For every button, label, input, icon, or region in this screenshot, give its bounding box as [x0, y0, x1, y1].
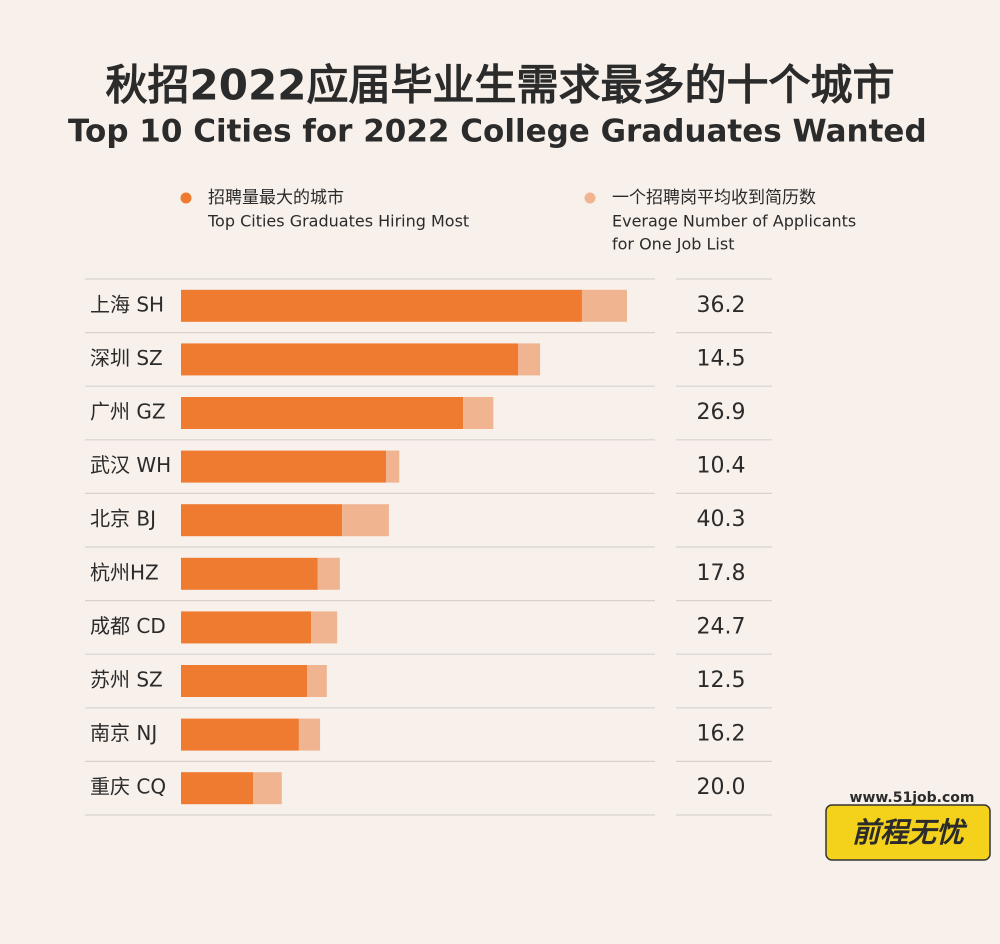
legend-label: 一个招聘岗平均收到简历数 — [612, 188, 816, 208]
y-tick-label: 北京 BJ — [90, 507, 156, 531]
y-tick-label: 苏州 SZ — [90, 668, 163, 692]
bar-segment — [518, 343, 541, 376]
bar-segment — [181, 343, 519, 376]
applicants-value: 10.4 — [697, 454, 746, 479]
bar-segment — [181, 665, 307, 697]
applicants-value: 14.5 — [697, 346, 746, 371]
y-tick-label: 杭州HZ — [90, 560, 159, 584]
bar-segment — [317, 557, 340, 590]
chart-title: 秋招2022应届毕业生需求最多的十个城市 — [106, 61, 895, 110]
bar-segment — [181, 289, 582, 322]
y-tick-label: 重庆 CQ — [90, 775, 166, 799]
bar-segment — [342, 504, 389, 537]
legend-label-en: Top Cities Graduates Hiring Most — [207, 212, 469, 231]
bar-segment — [181, 504, 343, 537]
bar-segment — [181, 718, 299, 751]
applicants-value: 26.9 — [697, 400, 746, 425]
legend-swatch — [180, 192, 192, 204]
bar-segment — [311, 611, 338, 644]
y-tick-label: 武汉 WH — [90, 453, 171, 477]
legend-label: 招聘量最大的城市 — [208, 188, 344, 208]
y-tick-label: 上海 SH — [90, 292, 164, 316]
applicants-value: 24.7 — [697, 614, 746, 639]
chart-subtitle: Top 10 Cities for 2022 College Graduates… — [68, 114, 927, 150]
legend-swatch — [584, 192, 596, 204]
bar-segment — [298, 718, 321, 751]
logo-box — [825, 804, 991, 861]
applicants-value: 20.0 — [697, 775, 746, 800]
y-tick-label: 深圳 SZ — [90, 346, 163, 370]
y-tick-label: 南京 NJ — [90, 721, 157, 745]
bar-segment — [307, 665, 327, 697]
y-tick-label: 广州 GZ — [90, 400, 166, 424]
bar-segment — [181, 450, 387, 483]
applicants-value: 40.3 — [697, 507, 746, 532]
bar-segment — [581, 289, 627, 322]
y-tick-label: 成都 CD — [90, 614, 166, 638]
applicants-value: 12.5 — [697, 668, 746, 693]
legend-label-en: Everage Number of Applicants — [612, 212, 856, 231]
bar-segment — [386, 450, 400, 483]
bar-segment — [253, 772, 282, 805]
applicants-value: 17.8 — [697, 561, 746, 586]
legend-label-en: for One Job List — [612, 235, 734, 254]
watermark: www.51job.com 前程无忧 — [825, 790, 991, 861]
bar-segment — [181, 397, 464, 429]
logo-url: www.51job.com — [850, 790, 975, 806]
bar-segment — [463, 397, 494, 429]
bar-segment — [181, 557, 318, 590]
bar-segment — [181, 611, 312, 644]
applicants-value: 16.2 — [697, 722, 746, 747]
logo-brand: 前程无忧 — [852, 816, 968, 849]
bar-segment — [181, 772, 253, 805]
applicants-value: 36.2 — [697, 293, 746, 318]
